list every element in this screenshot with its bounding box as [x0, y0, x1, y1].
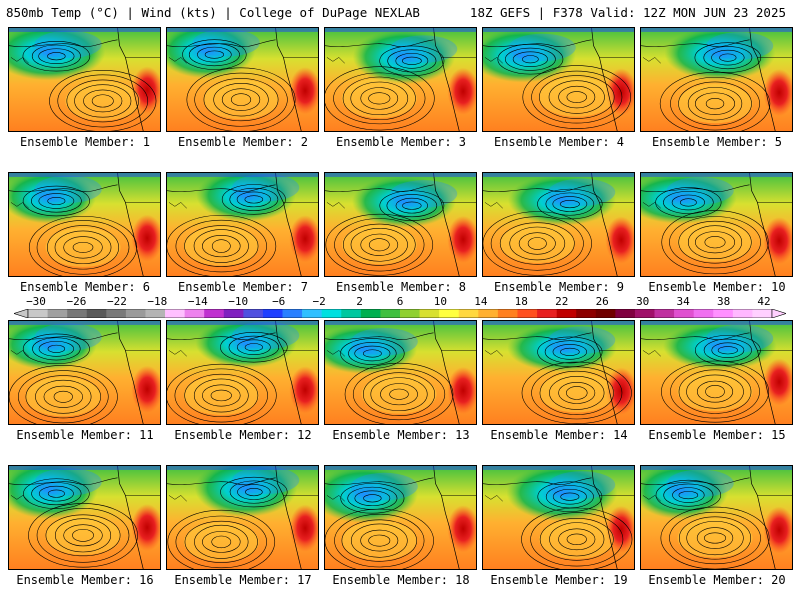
ensemble-member-map-18 — [324, 465, 477, 570]
colorbar-tick: 26 — [595, 295, 609, 308]
chart-title: 850mb Temp (°C) | Wind (kts) | College o… — [6, 5, 420, 20]
ensemble-member-label-1: Ensemble Member: 1 — [19, 135, 151, 149]
colorbar-tick: −22 — [106, 295, 127, 308]
ensemble-member-map-2 — [166, 27, 319, 132]
ensemble-member-label-12: Ensemble Member: 12 — [174, 428, 312, 442]
ensemble-member-map-19 — [482, 465, 635, 570]
ensemble-member-map-16 — [8, 465, 161, 570]
ensemble-member-label-9: Ensemble Member: 9 — [493, 280, 625, 294]
ensemble-member-map-9 — [482, 172, 635, 277]
ensemble-member-map-10 — [640, 172, 793, 277]
ensemble-member-label-8: Ensemble Member: 8 — [335, 280, 467, 294]
colorbar-tick: 2 — [356, 295, 363, 308]
colorbar-tick: 30 — [636, 295, 650, 308]
colorbar-tick: 14 — [474, 295, 488, 308]
ensemble-member-map-1 — [8, 27, 161, 132]
ensemble-member-map-11 — [8, 320, 161, 425]
ensemble-member-map-3 — [324, 27, 477, 132]
colorbar-tick: −2 — [312, 295, 326, 308]
ensemble-member-label-19: Ensemble Member: 19 — [490, 573, 628, 587]
ensemble-member-map-6 — [8, 172, 161, 277]
colorbar-tick: −30 — [26, 295, 46, 308]
colorbar-tick: −6 — [272, 295, 286, 308]
colorbar-tick: 34 — [676, 295, 690, 308]
colorbar-tick: −18 — [147, 295, 168, 308]
ensemble-member-label-16: Ensemble Member: 16 — [16, 573, 154, 587]
colorbar-tick: 18 — [514, 295, 528, 308]
ensemble-member-label-11: Ensemble Member: 11 — [16, 428, 154, 442]
ensemble-member-label-20: Ensemble Member: 20 — [648, 573, 786, 587]
valid-time: 18Z GEFS | F378 Valid: 12Z MON JUN 23 20… — [469, 5, 786, 20]
ensemble-member-map-15 — [640, 320, 793, 425]
ensemble-member-label-2: Ensemble Member: 2 — [177, 135, 309, 149]
colorbar-tick: −14 — [187, 295, 208, 308]
ensemble-member-label-4: Ensemble Member: 4 — [493, 135, 625, 149]
ensemble-member-map-7 — [166, 172, 319, 277]
ensemble-member-label-6: Ensemble Member: 6 — [19, 280, 151, 294]
ensemble-member-label-18: Ensemble Member: 18 — [332, 573, 470, 587]
ensemble-member-map-5 — [640, 27, 793, 132]
ensemble-member-label-14: Ensemble Member: 14 — [490, 428, 628, 442]
ensemble-member-label-15: Ensemble Member: 15 — [648, 428, 786, 442]
ensemble-member-label-17: Ensemble Member: 17 — [174, 573, 312, 587]
ensemble-member-map-14 — [482, 320, 635, 425]
colorbar-tick: 38 — [716, 295, 731, 308]
colorbar-tick: −10 — [228, 295, 249, 308]
ensemble-member-map-13 — [324, 320, 477, 425]
ensemble-member-map-17 — [166, 465, 319, 570]
colorbar-tick: 10 — [433, 295, 448, 308]
colorbar-tick: −26 — [66, 295, 87, 308]
ensemble-member-label-7: Ensemble Member: 7 — [177, 280, 309, 294]
ensemble-member-label-13: Ensemble Member: 13 — [332, 428, 470, 442]
ensemble-member-map-12 — [166, 320, 319, 425]
colorbar-tick: 22 — [555, 295, 569, 308]
ensemble-member-label-3: Ensemble Member: 3 — [335, 135, 467, 149]
ensemble-member-map-8 — [324, 172, 477, 277]
ensemble-member-map-20 — [640, 465, 793, 570]
colorbar-tick: 42 — [757, 295, 771, 308]
ensemble-member-label-5: Ensemble Member: 5 — [651, 135, 783, 149]
temperature-colorbar — [14, 309, 786, 318]
colorbar-tick: 6 — [396, 295, 404, 308]
ensemble-member-map-4 — [482, 27, 635, 132]
ensemble-member-label-10: Ensemble Member: 10 — [648, 280, 786, 294]
